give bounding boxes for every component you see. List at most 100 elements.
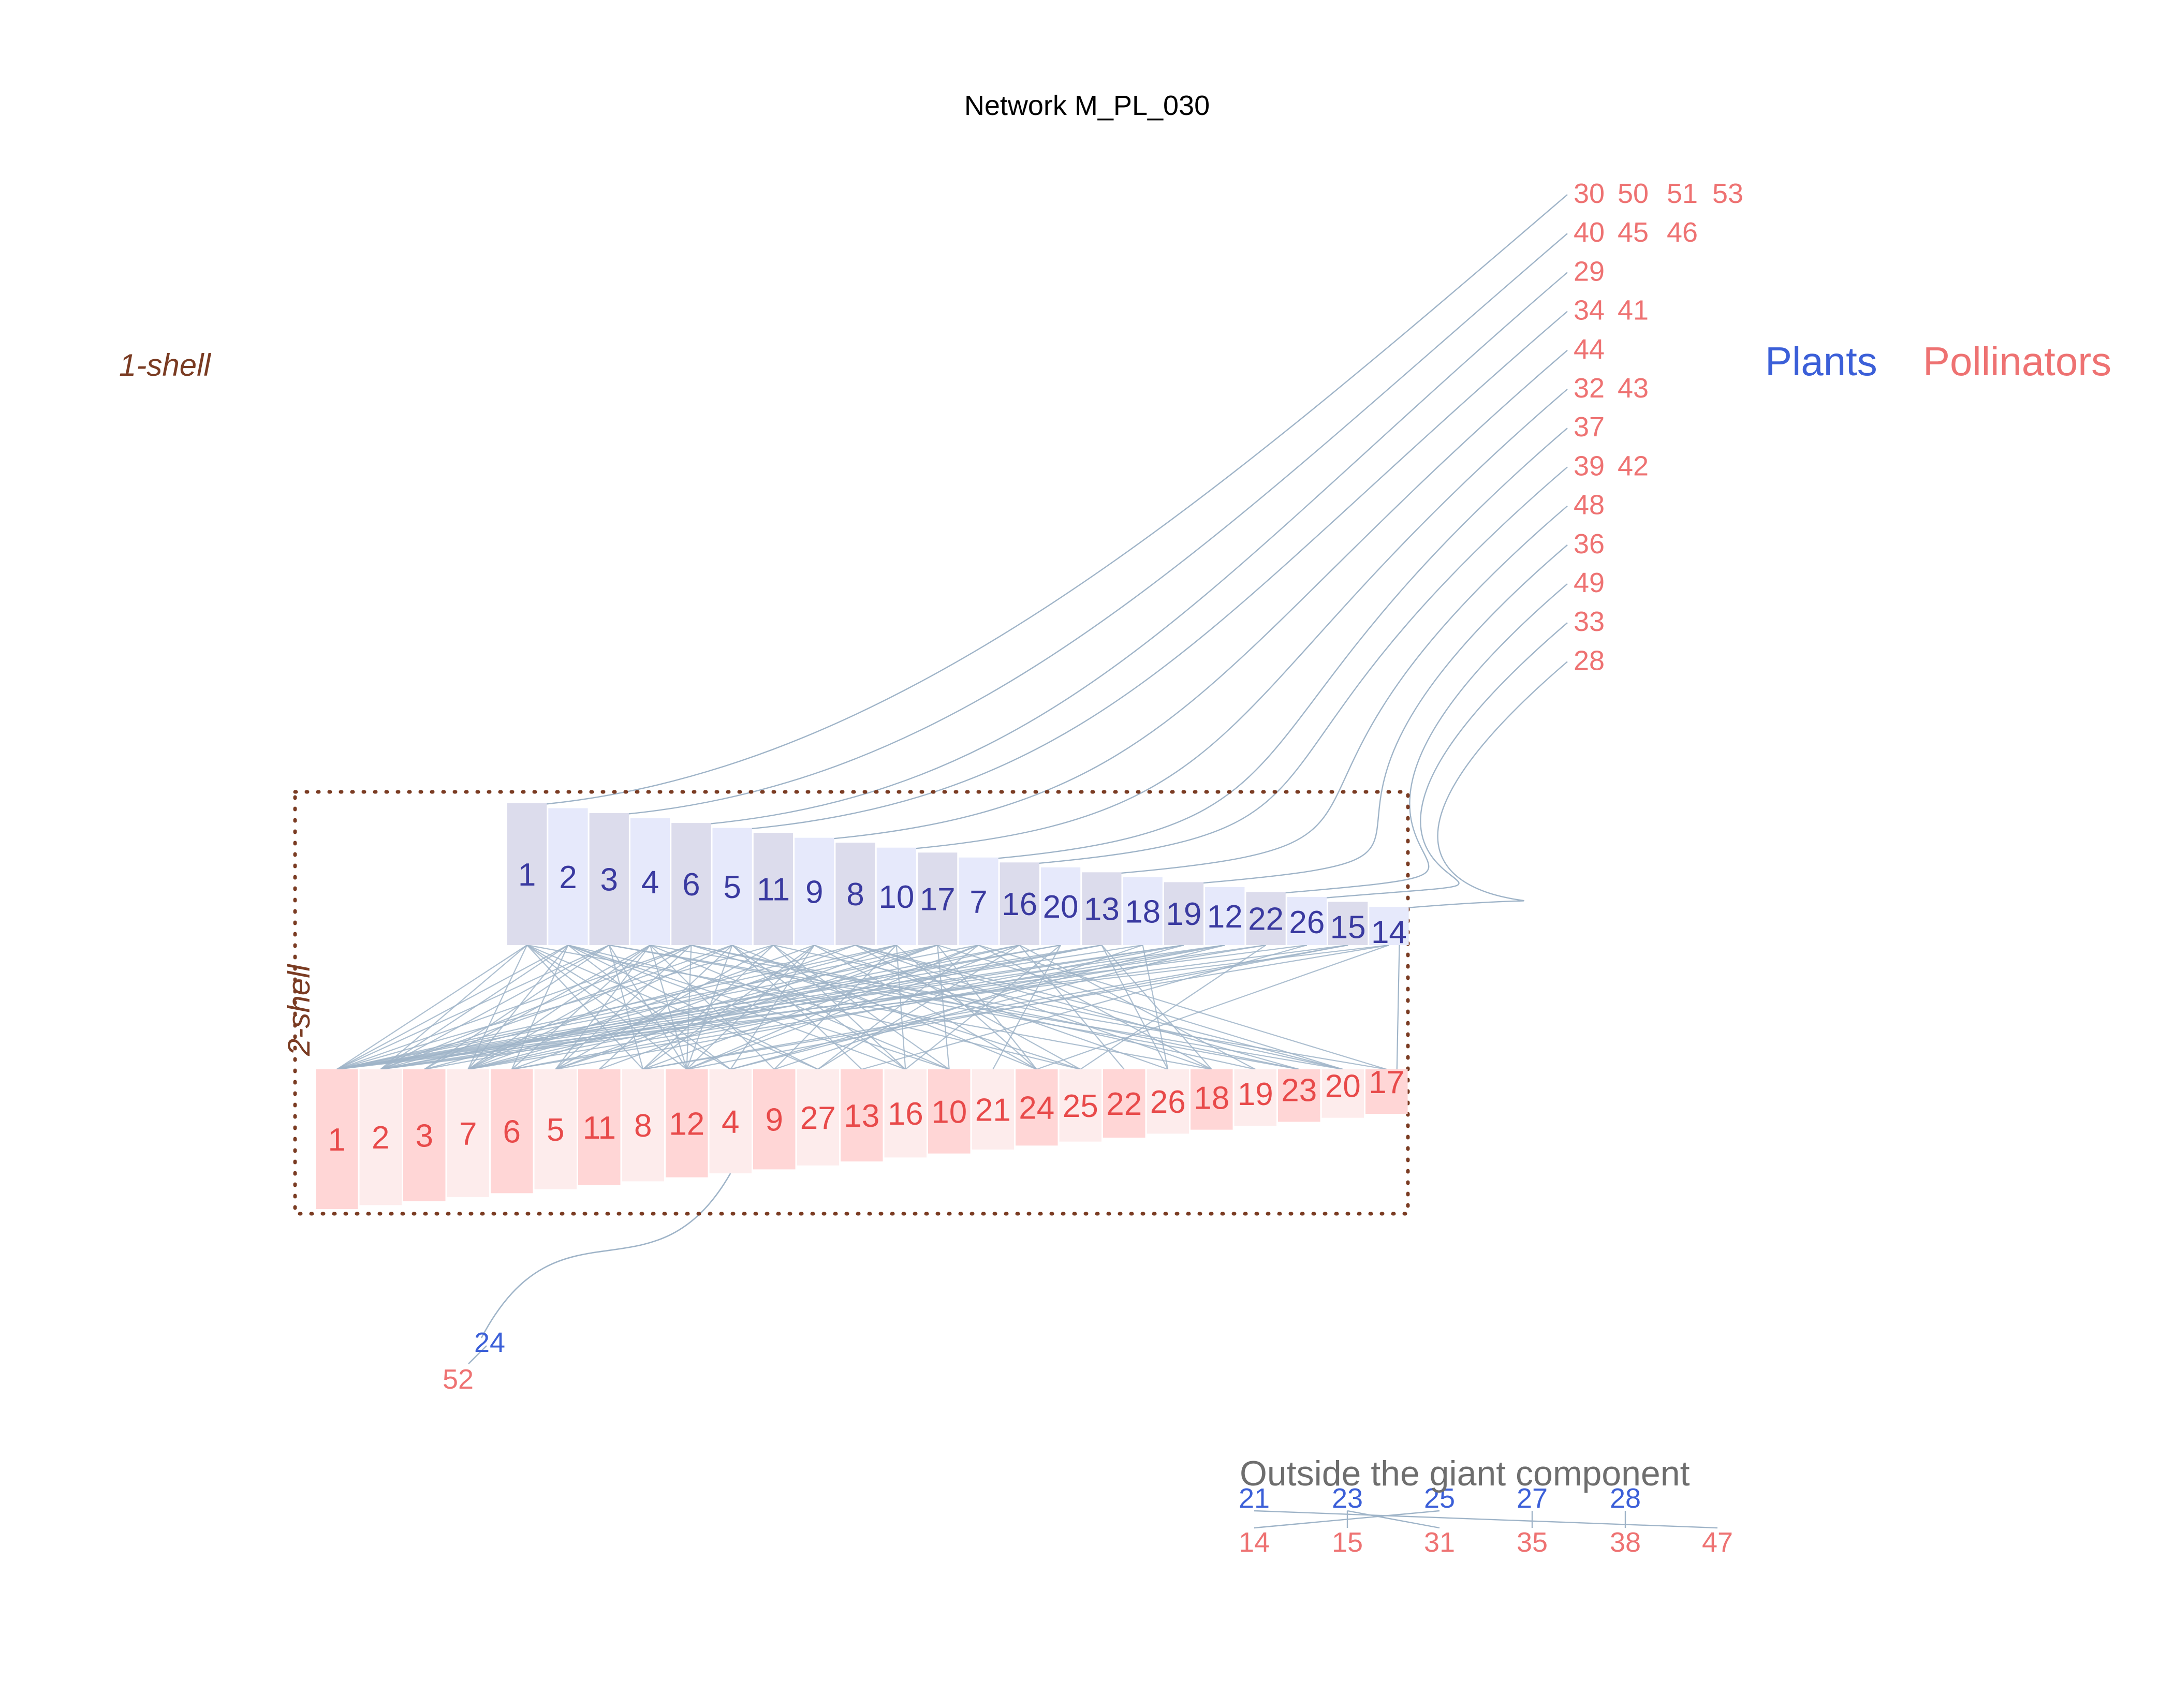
- plant-box: [835, 843, 875, 945]
- plant-node-4: 4: [630, 818, 670, 945]
- outside-link: [1254, 1510, 1718, 1529]
- plant-box: [1287, 896, 1327, 945]
- pollinator-box: [841, 1069, 883, 1161]
- pollinator-label: 4: [722, 1105, 739, 1140]
- one-shell-pollinator-label: 45: [1618, 217, 1649, 248]
- pollinator-node-11: 11: [578, 1069, 621, 1185]
- pollinator-node-13: 13: [841, 1069, 883, 1161]
- plant-pollinator-link: [526, 945, 687, 1070]
- plant-pollinator-link: [649, 945, 687, 1070]
- plant-node-5: 5: [712, 828, 752, 945]
- plant-pollinator-link: [686, 945, 815, 1070]
- plant-label: 16: [1002, 887, 1037, 922]
- plant-box: [1328, 902, 1368, 945]
- outside-plant-label: 27: [1517, 1483, 1548, 1514]
- pollinator-node-25: 25: [1059, 1069, 1101, 1142]
- legend-plants: Plants: [1765, 338, 1877, 384]
- plant-box: [589, 813, 629, 945]
- pollinator-box: [1365, 1069, 1408, 1114]
- plant-label: 13: [1084, 892, 1120, 927]
- plant-box: [548, 808, 588, 945]
- plant-pollinator-link: [855, 945, 1081, 1070]
- plant-node-7: 7: [959, 857, 998, 945]
- plant-label: 18: [1125, 894, 1161, 930]
- one-shell-link: [614, 233, 1568, 816]
- pollinator-node-6: 6: [491, 1069, 533, 1194]
- plant-pollinator-link: [468, 944, 1225, 1070]
- pollinator-box: [1059, 1069, 1101, 1142]
- one-shell-link: [1312, 622, 1568, 900]
- plant-node-14: 14: [1369, 907, 1409, 950]
- node-groups: 1 2 3 4 6 5 11 9 8 10 17 7 16 20 13 18 19 12 22 26 15 141 2 3 7 6…: [316, 178, 1743, 1558]
- pollinator-box: [753, 1069, 796, 1170]
- plant-pollinator-link: [599, 944, 938, 1070]
- one-shell-pollinator-label: 43: [1618, 373, 1649, 404]
- pollinator-box: [928, 1069, 971, 1154]
- plant-node-26: 26: [1287, 896, 1327, 945]
- plant-pollinator-link: [336, 944, 774, 1070]
- pollinator-label: 24: [1019, 1091, 1054, 1126]
- diagram-title: Network M_PL_030: [964, 90, 1210, 121]
- outside-plant-label: 23: [1332, 1483, 1363, 1514]
- pollinator-label: 12: [669, 1106, 704, 1142]
- plant-label: 2: [559, 860, 577, 895]
- pollinator-node-22: 22: [1103, 1069, 1145, 1138]
- plant-label: 3: [600, 862, 618, 898]
- text-labels: Network M_PL_030 1-shell Plants Pollinat…: [119, 90, 2111, 1493]
- pollinator-node-21: 21: [972, 1069, 1014, 1150]
- one-shell-link: [1271, 583, 1568, 895]
- one-shell-pollinator-label: 39: [1574, 450, 1605, 481]
- plant-label: 1: [518, 857, 536, 893]
- outside-component: 21 23 25 27 28 14 15 31 35 38 47: [1239, 1483, 1733, 1558]
- plant-box: [753, 833, 794, 945]
- plant-pollinator-link: [937, 945, 1037, 1070]
- plant-node-3: 3: [589, 813, 629, 945]
- one-shell-link: [1188, 544, 1568, 885]
- one-shell-pollinator-label: 36: [1574, 528, 1605, 559]
- pollinator-box: [1147, 1069, 1189, 1134]
- plant-pollinator-link: [567, 945, 818, 1070]
- plant-pollinator-link: [567, 945, 731, 1070]
- outside-pollinator-label: 31: [1424, 1527, 1455, 1558]
- plant-pollinator-link: [896, 945, 1037, 1070]
- one-shell-link: [819, 349, 1568, 841]
- pollinator-box: [403, 1069, 446, 1201]
- plant-pollinator-link: [642, 945, 815, 1070]
- plant-pollinator-link: [380, 945, 610, 1070]
- pollinator-node-8: 8: [622, 1069, 664, 1182]
- legend-pollinators: Pollinators: [1923, 338, 2111, 384]
- outside-pollinator-label: 47: [1702, 1527, 1733, 1558]
- pollinator-node-1: 1: [316, 1069, 358, 1209]
- pollinator-box: [491, 1069, 533, 1194]
- one-shell-link: [737, 311, 1568, 831]
- pollinator-label: 3: [416, 1118, 433, 1154]
- pollinator-label: 11: [583, 1110, 616, 1146]
- pollinator-node-4: 4: [709, 1069, 752, 1173]
- pollinator-box: [1016, 1069, 1058, 1146]
- plant-node-11: 11: [753, 833, 794, 945]
- pollinator-box: [972, 1069, 1014, 1150]
- outside-pollinator-label: 14: [1239, 1527, 1270, 1558]
- plant-pollinator-link: [642, 944, 979, 1070]
- pollinator-box: [578, 1069, 621, 1185]
- pollinator-label: 7: [459, 1116, 477, 1152]
- tail-link: [468, 1345, 487, 1364]
- plant-node-17: 17: [918, 852, 958, 945]
- pollinator-box: [1278, 1069, 1320, 1122]
- one-shell-pollinator-label: 30: [1574, 178, 1605, 209]
- pollinator-label: 23: [1281, 1072, 1317, 1108]
- one-shell-pollinator-label: 41: [1618, 295, 1649, 326]
- pollinator-box: [666, 1069, 708, 1177]
- one-shell-label: 1-shell: [119, 348, 211, 382]
- plant-label: 26: [1289, 905, 1325, 940]
- plant-pollinator-link: [686, 945, 733, 1070]
- plant-pollinator-link: [817, 945, 979, 1070]
- outside-plant-label: 21: [1239, 1483, 1270, 1514]
- pollinator-label: 27: [800, 1100, 836, 1136]
- plant-label: 8: [846, 877, 864, 912]
- pollinator-box: [797, 1069, 839, 1166]
- plant-pollinator-link: [730, 945, 815, 1070]
- pollinator-label: 22: [1106, 1086, 1142, 1122]
- interaction-links: [336, 194, 1718, 1529]
- pollinator-box: [1321, 1069, 1364, 1118]
